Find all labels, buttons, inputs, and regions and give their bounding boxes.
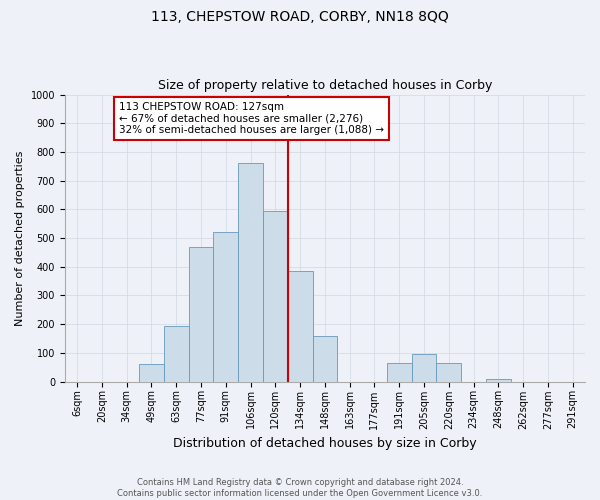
Y-axis label: Number of detached properties: Number of detached properties [15, 150, 25, 326]
Bar [288, 271, 313, 382]
Bar [313, 336, 337, 382]
Bar [139, 364, 164, 382]
Bar [238, 164, 263, 382]
Bar [214, 232, 238, 382]
Text: 113, CHEPSTOW ROAD, CORBY, NN18 8QQ: 113, CHEPSTOW ROAD, CORBY, NN18 8QQ [151, 10, 449, 24]
Bar [188, 246, 214, 382]
Title: Size of property relative to detached houses in Corby: Size of property relative to detached ho… [158, 79, 492, 92]
Bar [164, 326, 188, 382]
Bar [486, 378, 511, 382]
Text: Contains HM Land Registry data © Crown copyright and database right 2024.
Contai: Contains HM Land Registry data © Crown c… [118, 478, 482, 498]
Bar [263, 211, 288, 382]
Bar [387, 363, 412, 382]
Text: 113 CHEPSTOW ROAD: 127sqm
← 67% of detached houses are smaller (2,276)
32% of se: 113 CHEPSTOW ROAD: 127sqm ← 67% of detac… [119, 102, 384, 135]
Bar [412, 354, 436, 382]
X-axis label: Distribution of detached houses by size in Corby: Distribution of detached houses by size … [173, 437, 477, 450]
Bar [436, 363, 461, 382]
